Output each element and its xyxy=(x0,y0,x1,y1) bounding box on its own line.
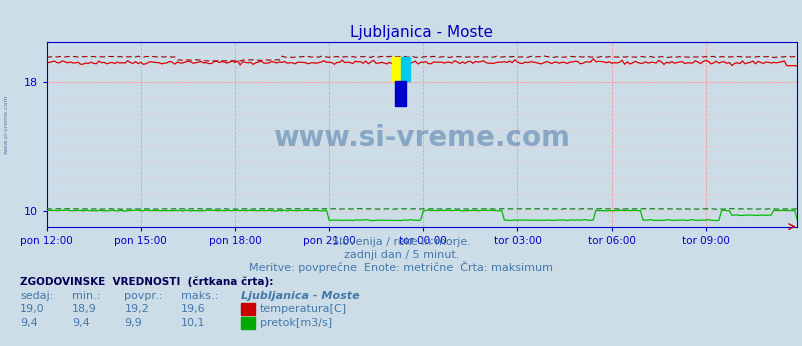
Text: ZGODOVINSKE  VREDNOSTI  (črtkana črta):: ZGODOVINSKE VREDNOSTI (črtkana črta): xyxy=(20,277,273,288)
Text: min.:: min.: xyxy=(72,291,100,301)
Text: 19,6: 19,6 xyxy=(180,304,205,314)
Text: www.si-vreme.com: www.si-vreme.com xyxy=(273,124,569,152)
Title: Ljubljanica - Moste: Ljubljanica - Moste xyxy=(350,25,493,40)
Text: 19,2: 19,2 xyxy=(124,304,149,314)
Text: Meritve: povprečne  Enote: metrične  Črta: maksimum: Meritve: povprečne Enote: metrične Črta:… xyxy=(249,261,553,273)
Text: pretok[m3/s]: pretok[m3/s] xyxy=(260,318,332,328)
Text: 10,1: 10,1 xyxy=(180,318,205,328)
Text: maks.:: maks.: xyxy=(180,291,217,301)
Text: www.si-vreme.com: www.si-vreme.com xyxy=(4,95,9,154)
Text: 19,0: 19,0 xyxy=(20,304,45,314)
Text: povpr.:: povpr.: xyxy=(124,291,163,301)
Text: Ljubljanica - Moste: Ljubljanica - Moste xyxy=(241,291,359,301)
Text: sedaj:: sedaj: xyxy=(20,291,54,301)
Text: 18,9: 18,9 xyxy=(72,304,97,314)
Text: 9,9: 9,9 xyxy=(124,318,142,328)
Text: Slovenija / reke in morje.: Slovenija / reke in morje. xyxy=(332,237,470,247)
Text: temperatura[C]: temperatura[C] xyxy=(260,304,346,314)
Text: zadnji dan / 5 minut.: zadnji dan / 5 minut. xyxy=(343,250,459,260)
Text: 9,4: 9,4 xyxy=(20,318,38,328)
Text: 9,4: 9,4 xyxy=(72,318,90,328)
